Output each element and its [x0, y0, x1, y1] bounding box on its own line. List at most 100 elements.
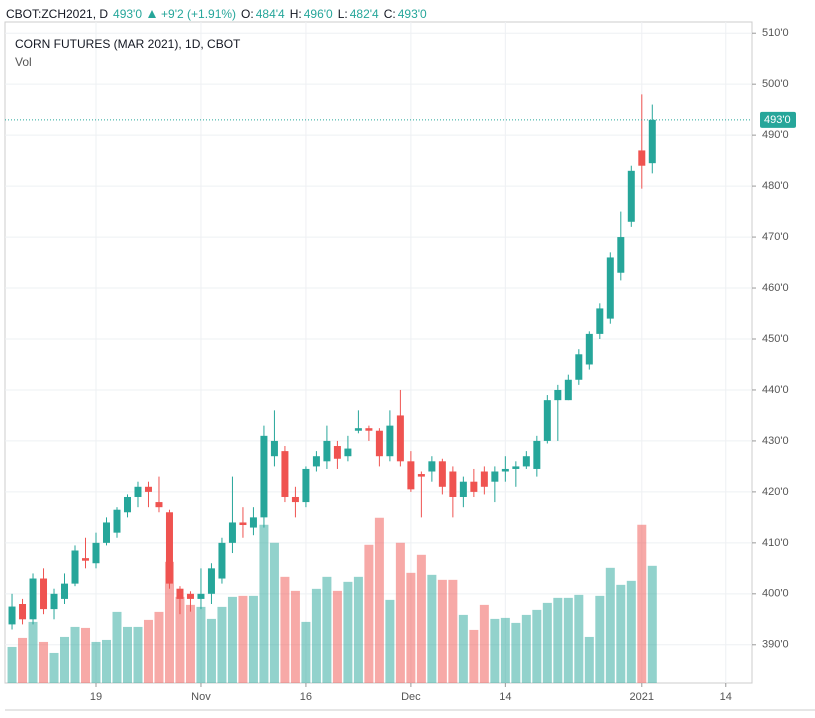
- volume-bar: [637, 524, 647, 683]
- volume-bar: [626, 580, 636, 683]
- field-value: 493'0: [397, 7, 427, 21]
- x-tick-label: 14: [720, 691, 732, 703]
- candle-body: [312, 456, 320, 467]
- volume-bar: [112, 611, 122, 683]
- candle-body: [501, 468, 509, 472]
- ohlc-fields: O: 484'4 H: 496'0 L: 482'4 C: 493'0: [241, 7, 432, 21]
- volume-bar: [343, 581, 353, 683]
- candle-body: [239, 522, 247, 526]
- candle-body: [417, 474, 425, 477]
- candle-body: [82, 558, 90, 561]
- volume-bar: [437, 579, 447, 683]
- volume-bar: [269, 542, 279, 683]
- volume-bar: [101, 639, 111, 683]
- volume-bar: [490, 618, 500, 683]
- volume-bar: [248, 595, 258, 683]
- candle-body: [617, 237, 625, 273]
- volume-bar: [164, 561, 174, 683]
- candle-body: [512, 466, 520, 469]
- y-tick-label: 390'0: [762, 639, 789, 651]
- field-value: 482'4: [349, 7, 379, 21]
- candle-body: [197, 593, 205, 599]
- y-tick-label: 400'0: [762, 588, 789, 600]
- volume-bar: [28, 621, 38, 683]
- candle-body: [638, 150, 646, 166]
- candle-body: [218, 542, 226, 579]
- candle-body: [354, 428, 362, 431]
- y-tick-label: 510'0: [762, 27, 789, 39]
- y-tick-label: 460'0: [762, 282, 789, 294]
- candle-body: [40, 578, 48, 610]
- volume-bar: [605, 567, 615, 683]
- volume-bar: [91, 641, 101, 683]
- candle-body: [8, 606, 16, 625]
- volume-bar: [81, 627, 91, 683]
- volume-bar: [385, 599, 395, 683]
- candle-body: [375, 430, 383, 457]
- volume-bar: [521, 614, 531, 683]
- candle-body: [386, 425, 394, 457]
- volume-bar: [332, 590, 342, 683]
- x-tick-label: 16: [300, 691, 312, 703]
- legend-bar: CBOT:ZCH2021, D 493'0 +9'2 (+1.91%) O: 48…: [6, 5, 437, 23]
- candle-body: [648, 119, 656, 164]
- candle-body: [428, 461, 436, 472]
- volume-bar: [290, 590, 300, 683]
- volume-bar: [322, 576, 332, 683]
- volume-bar: [7, 646, 17, 683]
- volume-bar: [427, 574, 437, 683]
- volume-bar: [311, 588, 321, 683]
- volume-bar: [616, 584, 626, 683]
- volume-label: Vol: [15, 55, 32, 69]
- volume-bar: [479, 604, 489, 683]
- volume-bar: [206, 618, 216, 683]
- volume-bar: [395, 542, 405, 683]
- candle-body: [470, 481, 478, 492]
- y-tick-label: 410'0: [762, 537, 789, 549]
- candle-body: [144, 486, 152, 492]
- candle-body: [92, 542, 100, 564]
- volume-bar: [542, 602, 552, 683]
- x-tick-label: 14: [499, 691, 511, 703]
- candle-body: [323, 440, 331, 462]
- volume-bar: [574, 594, 584, 683]
- volume-bar: [70, 626, 80, 683]
- candle-body: [333, 446, 341, 459]
- volume-bar: [154, 611, 164, 683]
- candle-body: [491, 471, 499, 482]
- field-label: H:: [289, 7, 302, 21]
- candle-body: [344, 448, 352, 457]
- candle-body: [176, 588, 184, 599]
- candle-body: [522, 456, 530, 467]
- candle-body: [564, 379, 572, 401]
- candle-body: [407, 461, 415, 490]
- candle-body: [270, 440, 278, 457]
- volume-bar: [49, 652, 59, 683]
- volume-bar: [553, 597, 563, 683]
- candle-body: [533, 440, 541, 469]
- candle-body: [50, 593, 58, 610]
- candle-body: [228, 522, 236, 543]
- volume-bar: [143, 619, 153, 683]
- volume-bar: [301, 621, 311, 683]
- y-tick-label: 420'0: [762, 486, 789, 498]
- volume-bar: [353, 576, 363, 683]
- y-tick-label: 470'0: [762, 231, 789, 243]
- candle-body: [61, 583, 69, 599]
- volume-bar: [39, 641, 49, 683]
- y-tick-label: 500'0: [762, 78, 789, 90]
- change: +9'2 (+1.91%): [161, 7, 237, 21]
- candle-body: [627, 170, 635, 222]
- field-label: O:: [241, 7, 254, 21]
- y-tick-label: 490'0: [762, 129, 789, 141]
- volume-bar: [647, 565, 657, 683]
- y-tick-label: 430'0: [762, 435, 789, 447]
- candle-body: [281, 451, 289, 497]
- candle-body: [459, 481, 467, 497]
- candle-body: [554, 389, 562, 401]
- last-price-box: [760, 111, 796, 128]
- volume-bar: [185, 604, 195, 683]
- volume-bar: [469, 629, 479, 683]
- candle-body: [249, 517, 257, 528]
